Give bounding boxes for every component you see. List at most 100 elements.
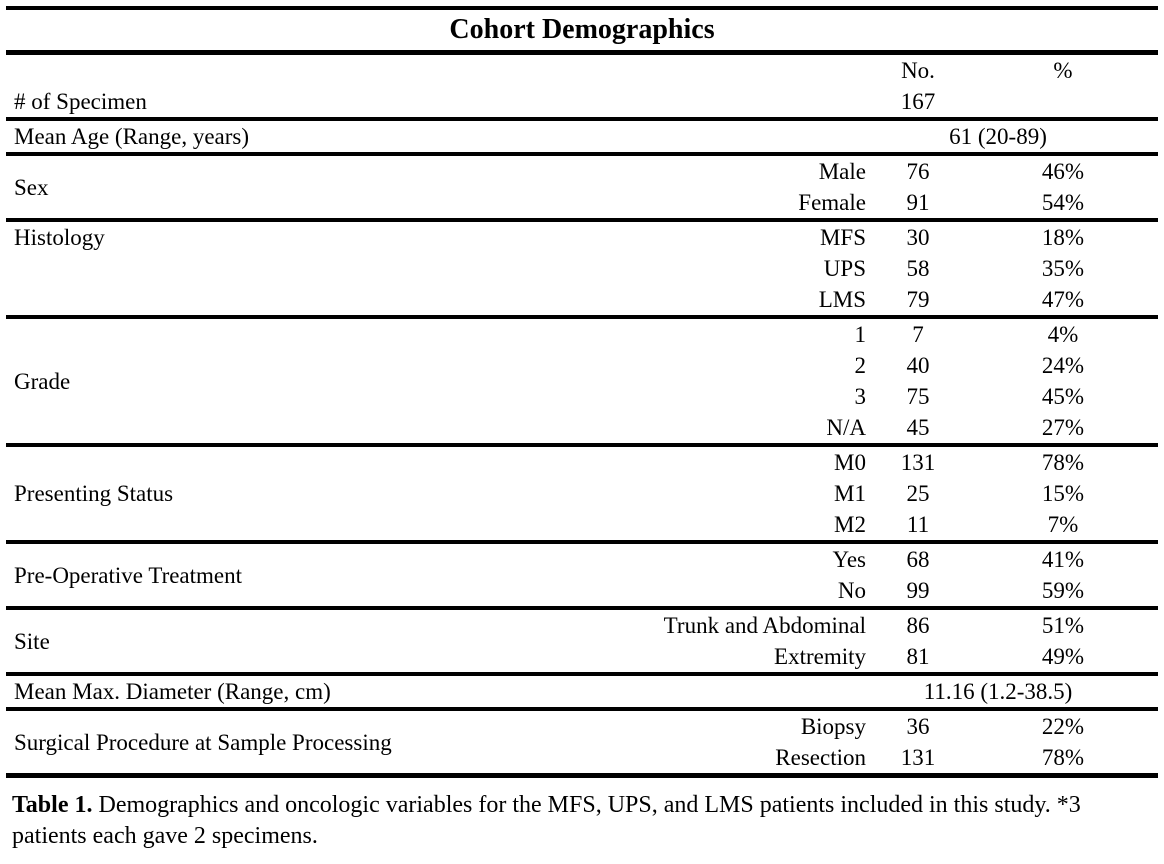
no-value: 25 xyxy=(906,481,930,506)
pct-value: 41% xyxy=(968,540,1159,575)
mean-max-diameter-value: 11.16 (1.2-38.5) xyxy=(868,672,1159,709)
no-value: 7 xyxy=(868,315,968,350)
no-value: 81 xyxy=(906,644,930,669)
no-value: 91 xyxy=(906,190,930,215)
pct-value: 78% xyxy=(1041,745,1085,770)
pct-value: 49% xyxy=(1041,644,1085,669)
no-value: 75 xyxy=(906,384,930,409)
title-row: Cohort Demographics xyxy=(6,8,1159,55)
row-label-preop-treatment: Pre-Operative Treatment xyxy=(6,540,556,608)
row-site-trunk: Site Trunk and Abdominal 86 51% xyxy=(6,606,1159,674)
sub-label: LMS xyxy=(818,287,866,312)
pct-value: 78% xyxy=(968,443,1159,478)
no-value: 131 xyxy=(900,745,936,770)
header-empty-cell xyxy=(6,53,868,87)
row-label-site: Site xyxy=(6,606,556,674)
row-site-extremity: Extremity 81 49% xyxy=(6,641,1158,674)
no-value: 11 xyxy=(906,512,930,537)
pct-value: 22% xyxy=(968,707,1159,742)
row-mean-max-diameter: Mean Max. Diameter (Range, cm) 11.16 (1.… xyxy=(6,672,1159,709)
pct-value: 51% xyxy=(968,606,1159,641)
no-value: 36 xyxy=(868,707,968,742)
row-histology-mfs: Histology MFS 30 18% xyxy=(6,218,1159,317)
specimen-no-value: 167 xyxy=(900,89,936,114)
row-mean-age: Mean Age (Range, years) 61 (20-89) xyxy=(6,117,1159,154)
row-grade-1: Grade 1 7 4% xyxy=(6,315,1159,445)
row-grade-2: 2 40 24% xyxy=(6,350,1158,381)
pct-value: 4% xyxy=(968,315,1159,350)
pct-value: 15% xyxy=(1041,481,1085,506)
row-label-mean-max-diameter: Mean Max. Diameter (Range, cm) xyxy=(6,672,868,709)
row-label-specimen: # of Specimen xyxy=(14,89,147,114)
pct-value: 27% xyxy=(1041,415,1085,440)
pct-value: 46% xyxy=(968,152,1159,187)
pct-value: 45% xyxy=(1041,384,1085,409)
row-histology-lms: LMS 79 47% xyxy=(6,284,1158,317)
column-header-pct: % xyxy=(1053,58,1073,83)
row-specimen-count: # of Specimen 167 xyxy=(6,86,1158,119)
no-value: 79 xyxy=(906,287,930,312)
sub-label: M2 xyxy=(834,512,866,537)
pct-value: 24% xyxy=(1041,353,1085,378)
table-title: Cohort Demographics xyxy=(6,8,1159,55)
row-label-surgical-procedure: Surgical Procedure at Sample Processing xyxy=(6,707,556,776)
caption-label: Table 1. xyxy=(12,792,93,818)
row-grade-na: N/A 45 27% xyxy=(6,412,1158,445)
sub-label: Male xyxy=(556,152,868,187)
specimen-pct-value xyxy=(968,86,1158,119)
no-value: 131 xyxy=(868,443,968,478)
sub-label: Yes xyxy=(556,540,868,575)
no-value: 86 xyxy=(868,606,968,641)
row-label-presenting-status: Presenting Status xyxy=(6,443,556,542)
row-label-histology: Histology xyxy=(6,218,556,317)
row-surgical-biopsy: Surgical Procedure at Sample Processing … xyxy=(6,707,1159,776)
row-grade-3: 3 75 45% xyxy=(6,381,1158,412)
row-label-sex: Sex xyxy=(6,152,556,220)
row-sex-female: Female 91 54% xyxy=(6,187,1158,220)
sub-label: No xyxy=(837,578,866,603)
pct-value: 59% xyxy=(1041,578,1085,603)
sub-label: 1 xyxy=(556,315,868,350)
pct-value: 47% xyxy=(1041,287,1085,312)
row-sex-male: Sex Male 76 46% xyxy=(6,152,1159,220)
table-caption: Table 1. Demographics and oncologic vari… xyxy=(12,790,1152,852)
pct-value: 18% xyxy=(968,218,1159,253)
sub-label: 2 xyxy=(854,353,867,378)
sub-label: MFS xyxy=(556,218,868,253)
pct-value: 35% xyxy=(1041,256,1085,281)
sub-label: Female xyxy=(798,190,866,215)
sub-label: Trunk and Abdominal xyxy=(556,606,868,641)
cohort-demographics-table: Cohort Demographics No. % # of Specimen … xyxy=(6,6,1159,778)
sub-label: M0 xyxy=(556,443,868,478)
no-value: 40 xyxy=(906,353,930,378)
column-header-no: No. xyxy=(901,58,935,83)
sub-label: 3 xyxy=(854,384,867,409)
mean-age-value: 61 (20-89) xyxy=(868,117,1159,154)
sub-label: Biopsy xyxy=(556,707,868,742)
row-presenting-m2: M2 11 7% xyxy=(6,509,1158,542)
sub-label: Resection xyxy=(775,745,866,770)
row-surgical-resection: Resection 131 78% xyxy=(6,742,1158,776)
caption-text: Demographics and oncologic variables for… xyxy=(12,792,1081,849)
row-presenting-m1: M1 25 15% xyxy=(6,478,1158,509)
no-value: 58 xyxy=(906,256,930,281)
row-label-mean-age: Mean Age (Range, years) xyxy=(6,117,868,154)
sub-label: M1 xyxy=(834,481,866,506)
no-value: 76 xyxy=(868,152,968,187)
no-value: 68 xyxy=(868,540,968,575)
row-preop-yes: Pre-Operative Treatment Yes 68 41% xyxy=(6,540,1159,608)
sub-label: UPS xyxy=(823,256,866,281)
row-presenting-m0: Presenting Status M0 131 78% xyxy=(6,443,1159,542)
no-value: 45 xyxy=(906,415,930,440)
row-preop-no: No 99 59% xyxy=(6,575,1158,608)
pct-value: 54% xyxy=(1041,190,1085,215)
sub-label: N/A xyxy=(826,415,866,440)
row-histology-ups: UPS 58 35% xyxy=(6,253,1158,284)
column-header-row: No. % xyxy=(6,53,1158,87)
pct-value: 7% xyxy=(1047,512,1079,537)
row-label-grade: Grade xyxy=(6,315,556,445)
no-value: 30 xyxy=(868,218,968,253)
no-value: 99 xyxy=(906,578,930,603)
sub-label: Extremity xyxy=(774,644,866,669)
